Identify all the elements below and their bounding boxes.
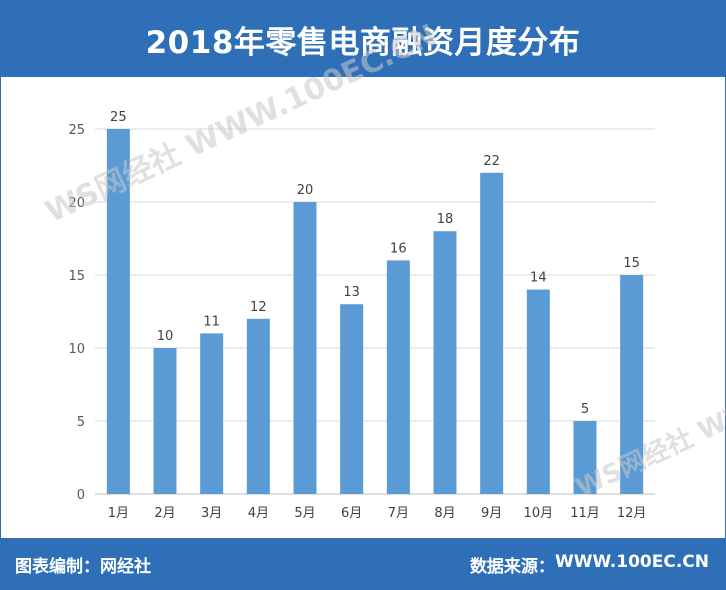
- y-tick-label: 5: [77, 415, 85, 430]
- bar: [246, 318, 270, 494]
- data-label: 12: [250, 300, 267, 315]
- footer-credit-label: 图表编制：: [15, 557, 100, 577]
- chart-title: 2018年零售电商融资月度分布: [145, 24, 581, 61]
- gridlines: [95, 128, 655, 495]
- bar-chart: 25 10 11 12 20 13 16 18 22 14 5 15 0 5 10 15 20 25 1月 2月 3…: [68, 110, 655, 521]
- y-tick-label: 15: [68, 269, 85, 284]
- bar: [340, 304, 364, 494]
- bar: [106, 129, 130, 494]
- x-tick-label: 8月: [434, 506, 455, 521]
- data-label: 18: [437, 212, 454, 227]
- x-tick-label: 7月: [388, 506, 409, 521]
- bar: [526, 289, 550, 494]
- x-tick-label: 11月: [570, 506, 600, 521]
- bar: [620, 275, 644, 494]
- data-labels: 25 10 11 12 20 13 16 18 22 14 5 15: [110, 110, 640, 417]
- bar: [433, 231, 457, 494]
- bar: [386, 260, 410, 494]
- bar: [200, 333, 224, 494]
- data-label: 15: [623, 256, 640, 271]
- data-label: 25: [110, 110, 127, 125]
- header-banner: 2018年零售电商融资月度分布: [1, 1, 725, 77]
- data-label: 10: [157, 329, 174, 344]
- y-tick-label: 25: [68, 123, 85, 138]
- data-label: 20: [297, 183, 314, 198]
- bar: [153, 348, 177, 494]
- bar: [293, 202, 317, 494]
- chart-area: 25 10 11 12 20 13 16 18 22 14 5 15 0 5 10 15 20 25 1月 2月 3…: [1, 77, 725, 538]
- y-tick-label: 10: [68, 342, 85, 357]
- x-tick-label: 5月: [294, 506, 315, 521]
- data-label: 5: [581, 402, 589, 417]
- data-label: 22: [483, 154, 500, 169]
- x-axis-ticks: 1月 2月 3月 4月 5月 6月 7月 8月 9月 10月 11月 12月: [108, 506, 647, 521]
- x-tick-label: 3月: [201, 506, 222, 521]
- bars: [106, 129, 644, 495]
- footer-source-value: WWW.100EC.CN: [554, 552, 709, 572]
- x-tick-label: 4月: [248, 506, 269, 521]
- y-tick-label: 0: [77, 488, 85, 503]
- y-tick-label: 20: [68, 196, 85, 211]
- data-label: 11: [203, 314, 220, 329]
- footer-source-label: 数据来源：: [469, 557, 555, 577]
- footer-source: 数据来源： WWW.100EC.CN: [470, 552, 709, 577]
- footer-banner: 图表编制： 网经社 数据来源： WWW.100EC.CN: [1, 538, 725, 589]
- footer-credit: 图表编制： 网经社: [15, 552, 151, 577]
- x-tick-label: 9月: [481, 506, 502, 521]
- x-tick-label: 6月: [341, 506, 362, 521]
- data-label: 13: [343, 285, 360, 300]
- bar: [480, 172, 504, 495]
- bar: [573, 421, 597, 494]
- x-tick-label: 12月: [617, 506, 647, 521]
- data-label: 16: [390, 241, 407, 256]
- x-tick-label: 1月: [108, 506, 129, 521]
- y-axis-ticks: 0 5 10 15 20 25: [68, 123, 85, 503]
- x-tick-label: 10月: [524, 506, 554, 521]
- data-label: 14: [530, 271, 547, 286]
- footer-credit-value: 网经社: [100, 557, 151, 577]
- x-tick-label: 2月: [154, 506, 175, 521]
